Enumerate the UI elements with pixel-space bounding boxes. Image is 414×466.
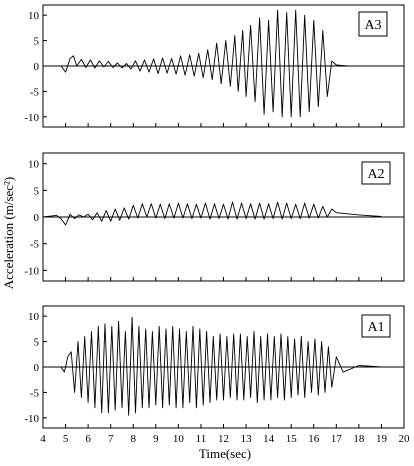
series-line bbox=[43, 9, 404, 118]
panel-label-box bbox=[361, 161, 391, 185]
y-tick-label: 0 bbox=[34, 212, 40, 224]
y-tick-label: -5 bbox=[30, 387, 40, 399]
panel-label-box bbox=[358, 11, 388, 37]
x-tick-label: 14 bbox=[263, 433, 275, 445]
y-tick-label: -10 bbox=[24, 413, 39, 425]
x-tick-label: 10 bbox=[173, 433, 185, 445]
x-tick-label: 13 bbox=[241, 433, 253, 445]
y-tick-label: 0 bbox=[34, 362, 40, 374]
panel-a1: 10 5 0 -5 -104 5 6 7 8 9 10 11 12 13 14 15 16 17 18 19 20 A1 bbox=[24, 305, 411, 445]
panel-label: A3 bbox=[364, 18, 381, 33]
x-tick-label: 7 bbox=[108, 433, 114, 445]
x-tick-label: 20 bbox=[399, 433, 411, 445]
x-tick-label: 12 bbox=[218, 433, 229, 445]
panel-a3: 10 5 0 -5 -10 A3 bbox=[24, 4, 405, 128]
y-axis-label: Acceleration (m/sec²) bbox=[1, 177, 16, 290]
y-tick-label: -10 bbox=[24, 265, 39, 277]
y-tick-label: -5 bbox=[30, 86, 40, 98]
x-tick-label: 19 bbox=[376, 433, 388, 445]
y-tick-label: -5 bbox=[30, 239, 40, 251]
series-line bbox=[43, 316, 404, 416]
x-axis-label: Time(sec) bbox=[199, 446, 251, 461]
x-tick-label: 15 bbox=[286, 433, 298, 445]
y-tick-label: 5 bbox=[34, 185, 40, 197]
y-tick-label: 0 bbox=[34, 61, 40, 73]
y-tick-label: 10 bbox=[28, 159, 40, 171]
panel-label: A2 bbox=[367, 167, 384, 182]
x-tick-label: 5 bbox=[63, 433, 69, 445]
x-tick-label: 16 bbox=[308, 433, 320, 445]
panel-a2: 10 5 0 -5 -10 A2 bbox=[24, 152, 405, 282]
panel-label-box bbox=[361, 314, 391, 338]
y-tick-label: 10 bbox=[28, 311, 40, 323]
y-tick-label: 10 bbox=[28, 10, 40, 22]
x-tick-label: 8 bbox=[131, 433, 137, 445]
series-line bbox=[42, 201, 405, 226]
y-tick-label: 5 bbox=[34, 337, 40, 349]
x-tick-label: 4 bbox=[40, 433, 46, 445]
x-tick-label: 17 bbox=[331, 433, 343, 445]
x-tick-label: 11 bbox=[196, 433, 207, 445]
x-tick-label: 9 bbox=[153, 433, 159, 445]
x-tick-label: 6 bbox=[85, 433, 91, 445]
y-tick-label: 5 bbox=[34, 36, 40, 48]
y-tick-label: -10 bbox=[24, 112, 39, 124]
x-tick-label: 18 bbox=[353, 433, 365, 445]
panel-label: A1 bbox=[367, 320, 384, 335]
